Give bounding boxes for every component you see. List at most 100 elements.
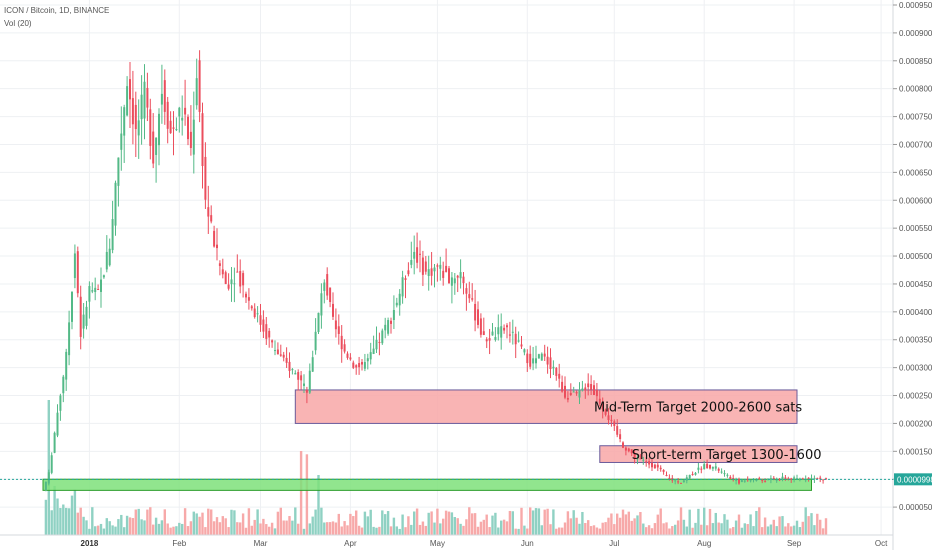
volume-bar (824, 518, 828, 535)
volume-bar (645, 527, 648, 535)
volume-bar (662, 523, 665, 535)
volume-bar (653, 523, 657, 535)
candle-body (274, 350, 276, 352)
volume-bar (491, 515, 494, 535)
volume-bar (775, 526, 778, 535)
volume-bar (726, 519, 729, 535)
candle-body (372, 348, 375, 354)
volume-bar (169, 527, 172, 535)
volume-bar (221, 516, 224, 535)
grid (0, 0, 893, 535)
candle-body (134, 104, 137, 130)
volume-bar (349, 513, 352, 535)
candle-body (508, 334, 511, 336)
volume-bar (610, 513, 613, 535)
candle-body (825, 478, 827, 480)
candle-body (300, 375, 303, 381)
candle-body (91, 290, 94, 292)
candle-body (456, 275, 459, 278)
candle-body (598, 398, 601, 404)
volume-bar (212, 521, 216, 535)
candle-body (543, 353, 546, 357)
candle-body (450, 277, 453, 286)
volume-bar (131, 518, 135, 535)
y-tick-label: 0.0009500 (899, 1, 932, 10)
volume-bar (679, 507, 683, 535)
volume-bar (572, 510, 575, 535)
candle-body (653, 464, 656, 469)
volume-bar (88, 528, 91, 535)
volume-bar (375, 527, 378, 535)
y-axis-ticks: 0.00005000.00010000.00015000.00020000.00… (893, 1, 932, 512)
volume-bar (430, 511, 433, 535)
volume-bar (415, 508, 419, 535)
volume-bar (755, 510, 758, 535)
volume-bar (720, 523, 723, 535)
volume-bar (181, 523, 184, 535)
candle-body (392, 309, 395, 320)
candle-body (430, 268, 433, 276)
candle-body (558, 373, 561, 379)
candle-body (375, 339, 378, 350)
volume-bar (195, 513, 198, 535)
candle-body (749, 480, 752, 482)
candle-body (685, 477, 688, 481)
volume-bar (703, 507, 706, 535)
volume-bar (328, 522, 332, 535)
candle-body (659, 467, 662, 470)
volume-bar (85, 520, 88, 535)
x-tick-label: Jul (609, 539, 619, 548)
volume-bar (763, 517, 767, 535)
candle-body (703, 464, 706, 470)
candle-body (796, 478, 798, 480)
candle-body (535, 358, 537, 364)
volume-bar (424, 525, 427, 535)
candle-body (195, 78, 198, 106)
candle-body (346, 353, 349, 358)
volume-bar (334, 522, 338, 535)
candle-body (117, 157, 120, 186)
volume-bar (647, 525, 651, 535)
candle-body (787, 478, 790, 480)
volume-bar (766, 526, 770, 535)
candle-body (682, 480, 685, 482)
candle-body (662, 469, 665, 472)
volume-bar (67, 508, 71, 535)
candle-body (497, 327, 500, 335)
candle-body (326, 274, 329, 296)
candle-body (187, 116, 189, 140)
volume-bar (166, 523, 169, 535)
candle-body (532, 358, 535, 364)
candle-body (149, 109, 152, 146)
volume-bar (630, 520, 633, 535)
candle-body (445, 265, 448, 272)
candle-body (462, 276, 465, 284)
candle-body (259, 315, 262, 325)
volume-bar (227, 527, 230, 535)
candle-body (743, 480, 746, 482)
volume-bar (456, 518, 459, 535)
volume-bar (186, 526, 190, 535)
candle-body (85, 306, 88, 326)
volume-bar (294, 507, 297, 535)
volume-bar (691, 527, 694, 535)
candle-body (294, 373, 297, 375)
x-tick-label: Oct (875, 539, 888, 548)
candle-body (262, 319, 265, 332)
candle-body (305, 389, 308, 393)
candle-body (297, 372, 300, 380)
volume-bar (671, 526, 674, 535)
volume-bar (247, 508, 251, 535)
candle-body (506, 325, 508, 328)
candle-body (578, 389, 581, 398)
volume-bar (233, 510, 236, 535)
candle-body (410, 260, 413, 265)
volume-bar (737, 514, 741, 535)
volume-bar (685, 526, 688, 535)
candle-body (178, 107, 181, 117)
volume-bar (792, 525, 796, 535)
